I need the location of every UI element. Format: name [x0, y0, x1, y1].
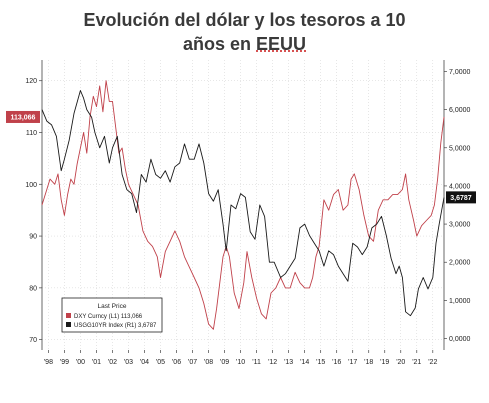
x-tick-label-2003: '03 — [124, 359, 133, 366]
left-tick-label-110: 110 — [26, 130, 37, 137]
legend-title: Last Price — [98, 303, 127, 310]
right-tick-label-6: 6,0000 — [449, 107, 471, 114]
chart-title: Evolución del dólar y los tesoros a 10 a… — [0, 8, 489, 56]
right-tick-label-0: 0,0000 — [449, 336, 471, 343]
legend-entry-dxy: DXY Curncy (L1) 113,066 — [74, 314, 143, 320]
right-tick-label-5: 5,0000 — [449, 145, 471, 152]
legend-entry-usgg10yr: USGG10YR Index (R1) 3,6787 — [74, 323, 157, 329]
left-tick-label-70: 70 — [29, 337, 37, 344]
last-value-label-right: 3,6787 — [450, 195, 472, 202]
right-tick-label-4: 4,0000 — [449, 183, 471, 190]
x-axis-ticks: '98 '99 '00 '01 '02 '03 '04 '05 '06 '07 '08 '09 '10 '… — [44, 350, 437, 366]
x-tick-label-1999: '99 — [60, 359, 69, 366]
x-tick-label-2006: '06 — [172, 359, 181, 366]
x-tick-label-2017: '17 — [348, 359, 357, 366]
legend-box — [61, 297, 163, 333]
series-line-dxy — [41, 80, 445, 330]
chart-title-line2-prefix: años en — [182, 34, 256, 54]
left-tick-label-100: 100 — [25, 182, 37, 189]
legend-swatch-dxy — [66, 313, 71, 318]
last-value-flags: 113,066 3,6787 — [6, 110, 476, 204]
x-tick-label-2005: '05 — [156, 359, 165, 366]
x-tick-label-2014: '14 — [300, 359, 309, 366]
x-tick-label-2010: '10 — [236, 359, 245, 366]
x-tick-label-2022: '22 — [428, 359, 437, 366]
series-lines — [41, 80, 445, 330]
legend: Last Price DXY Curncy (L1) 113,066 USGG1… — [61, 297, 163, 333]
last-value-flag-left — [6, 110, 40, 123]
last-value-flag-right — [446, 191, 476, 204]
right-tick-label-7: 7,0000 — [449, 69, 471, 76]
x-tick-label-2000: '00 — [76, 359, 85, 366]
chart-title-line2: años en EEUU — [0, 32, 489, 56]
chart-title-line1: Evolución del dólar y los tesoros a 10 — [83, 10, 406, 30]
x-tick-label-2001: '01 — [92, 359, 101, 366]
right-tick-label-2: 2,0000 — [449, 260, 471, 267]
x-tick-label-2019: '19 — [380, 359, 389, 366]
x-tick-label-2007: '07 — [188, 359, 197, 366]
left-tick-label-120: 120 — [25, 78, 37, 85]
x-tick-label-2011: '11 — [252, 359, 261, 366]
x-tick-label-2008: '08 — [204, 359, 213, 366]
left-tick-label-80: 80 — [29, 285, 37, 292]
x-tick-label-2020: '20 — [396, 359, 405, 366]
x-tick-label-2013: '13 — [284, 359, 293, 366]
legend-swatch-usgg10yr — [66, 322, 71, 327]
x-tick-label-2016: '16 — [332, 359, 341, 366]
x-tick-label-2021: '21 — [412, 359, 421, 366]
x-tick-label-2004: '04 — [140, 359, 149, 366]
chart-title-line2-underlined: EEUU — [256, 34, 307, 54]
x-tick-label-2015: '15 — [316, 359, 325, 366]
x-tick-label-2009: '09 — [220, 359, 229, 366]
left-axis-ticks: 70 80 90 100 110 120 — [25, 78, 42, 344]
x-tick-label-2012: '12 — [268, 359, 277, 366]
right-tick-label-3: 3,0000 — [449, 222, 471, 229]
right-tick-label-1: 1,0000 — [449, 298, 471, 305]
series-line-usgg10yr — [41, 90, 445, 317]
right-axis-ticks: 0,0000 1,0000 2,0000 3,0000 4,0000 5,0000 6,00… — [444, 69, 471, 343]
x-tick-label-1998: '98 — [44, 359, 53, 366]
x-tick-label-2018: '18 — [364, 359, 373, 366]
x-tick-label-2002: '02 — [108, 359, 117, 366]
left-tick-label-90: 90 — [29, 234, 37, 241]
last-value-label-left: 113,066 — [11, 114, 36, 121]
grid-lines — [42, 60, 444, 350]
